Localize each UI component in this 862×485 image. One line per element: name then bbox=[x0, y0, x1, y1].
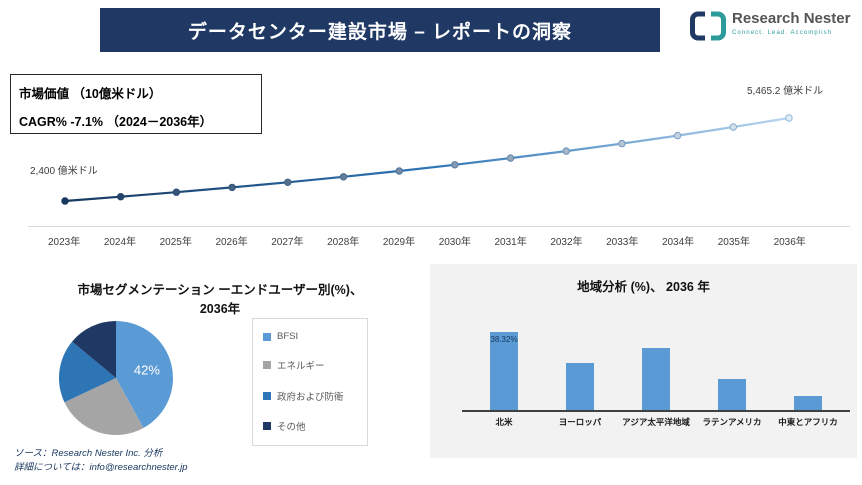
bar-3 bbox=[718, 379, 746, 410]
legend-item: 政府および防衛 bbox=[263, 389, 357, 403]
kpi-market-value: 市場価値 （10億米ドル） bbox=[19, 87, 162, 101]
pie-slice-2 bbox=[58, 341, 116, 403]
pie-legend: BFSI エネルギー政府および防衛 その他 bbox=[252, 318, 368, 446]
legend-label: 政府および防衛 bbox=[277, 391, 344, 403]
bar-axis-line bbox=[462, 410, 850, 412]
line-marker bbox=[729, 123, 737, 131]
x-axis-label: 2029年 bbox=[382, 237, 416, 248]
legend-label: その他 bbox=[277, 421, 306, 433]
bar-group bbox=[770, 318, 846, 410]
x-axis-label: 2026年 bbox=[215, 237, 248, 248]
footer: ソース：Research Nester Inc. 分析 詳細については：info… bbox=[14, 447, 188, 475]
x-axis-labels: 2023年 2024年 2025年 2026年 2027年 2028年 2029年 2030年… bbox=[48, 233, 806, 248]
bar-category-labels: 北米 ヨーロッパ アジア太平洋地域 ラテンアメリカ 中東とアフリカ bbox=[466, 416, 846, 428]
line-marker bbox=[506, 154, 515, 162]
line-marker bbox=[562, 147, 570, 155]
footer-source: ソース：Research Nester Inc. 分析 bbox=[14, 448, 163, 459]
region-analysis-title: 地域分析 (%)、 2036 年 bbox=[577, 280, 710, 294]
line-series bbox=[64, 116, 790, 203]
line-marker bbox=[395, 167, 403, 175]
legend-label: エネルギー bbox=[277, 361, 325, 373]
bar-category-label: 中東とアフリカ bbox=[778, 417, 838, 427]
x-axis-label: 2027年 bbox=[271, 237, 304, 248]
bar-group bbox=[694, 318, 770, 410]
x-axis-label: 2023年 bbox=[48, 237, 81, 248]
legend-item: エネルギー bbox=[263, 358, 357, 372]
end-user-pie-chart: 42% bbox=[58, 321, 174, 436]
research-nester-logo: Research Nester Connect. Lead. Accomplis… bbox=[690, 10, 850, 47]
legend-item: その他 bbox=[263, 419, 357, 433]
logo-name: Research Nester bbox=[732, 10, 851, 27]
bar-group: 38.32% bbox=[466, 318, 542, 410]
bar-category-label: ヨーロッパ bbox=[558, 417, 602, 427]
legend-swatch bbox=[263, 332, 271, 341]
x-axis-label: 2025年 bbox=[159, 237, 192, 248]
line-marker bbox=[284, 178, 292, 187]
pie-chart-title: 市場セグメンテーション ーエンドユーザー別(%)、2036年 bbox=[77, 283, 363, 317]
x-axis-label: 2033年 bbox=[606, 237, 639, 248]
bar-2 bbox=[642, 347, 670, 410]
page-title: データセンター建設市場 – レポートの洞察 bbox=[187, 21, 573, 43]
x-axis-label: 2030年 bbox=[438, 237, 471, 248]
x-axis-label: 2031年 bbox=[494, 237, 527, 248]
pie-data-label: 42% bbox=[134, 363, 160, 378]
x-axis-label: 2035年 bbox=[717, 237, 750, 248]
line-end-value-label: 5,465.2 億米ドル bbox=[747, 86, 824, 97]
x-axis-label: 2036年 bbox=[773, 237, 806, 248]
x-axis-line bbox=[28, 226, 850, 227]
bar-4 bbox=[794, 395, 822, 410]
research-nester-logo-icon bbox=[690, 10, 726, 47]
x-axis-label: 2032年 bbox=[550, 237, 583, 248]
legend-swatch bbox=[263, 391, 271, 400]
legend-swatch bbox=[263, 421, 271, 430]
bar-category-label: ラテンアメリカ bbox=[702, 417, 762, 427]
bar-0: 38.32% bbox=[490, 331, 518, 410]
region-analysis-panel: 地域分析 (%)、 2036 年 38.32% 北米 ヨーロッパ アジア太平洋地域 ラ… bbox=[430, 264, 857, 458]
line-marker bbox=[451, 161, 459, 169]
bar-group bbox=[618, 318, 694, 410]
x-axis-label: 2034年 bbox=[661, 237, 695, 248]
bar-category-label: アジア太平洋地域 bbox=[622, 417, 690, 427]
region-bar-chart: 38.32% bbox=[466, 318, 846, 410]
pie-slice-0 bbox=[116, 321, 174, 428]
line-marker bbox=[117, 193, 125, 201]
line-start-value-label: 2,400 億米ドル bbox=[30, 166, 98, 177]
footer-contact: 詳細については：info@researchnester.jp bbox=[14, 462, 188, 473]
header-banner: データセンター建設市場 – レポートの洞察 bbox=[100, 8, 660, 52]
line-marker bbox=[228, 183, 236, 192]
line-marker bbox=[172, 188, 181, 196]
bar-group bbox=[542, 318, 618, 410]
line-marker bbox=[785, 114, 793, 122]
x-axis-label: 2028年 bbox=[327, 237, 360, 248]
kpi-box: 市場価値 （10億米ドル） CAGR% -7.1% （2024－2036年） bbox=[10, 74, 262, 134]
line-marker bbox=[61, 197, 69, 205]
line-marker bbox=[618, 139, 626, 148]
pie-slice-3 bbox=[72, 321, 116, 378]
market-value-line-chart bbox=[61, 114, 793, 205]
legend-label: BFSI bbox=[277, 331, 299, 342]
bar-category-label: 北米 bbox=[495, 417, 513, 427]
x-axis-label: 2024年 bbox=[103, 237, 137, 248]
kpi-cagr: CAGR% -7.1% （2024－2036年） bbox=[19, 115, 213, 129]
pie-slice-1 bbox=[64, 378, 144, 436]
legend-item: BFSI bbox=[263, 331, 357, 342]
bar-value-label: 38.32% bbox=[490, 334, 518, 344]
bar-1 bbox=[566, 363, 594, 410]
line-marker bbox=[339, 173, 348, 181]
legend-swatch bbox=[263, 361, 271, 370]
logo-tagline: Connect. Lead. Accomplish bbox=[732, 30, 833, 36]
line-marker bbox=[673, 131, 682, 140]
